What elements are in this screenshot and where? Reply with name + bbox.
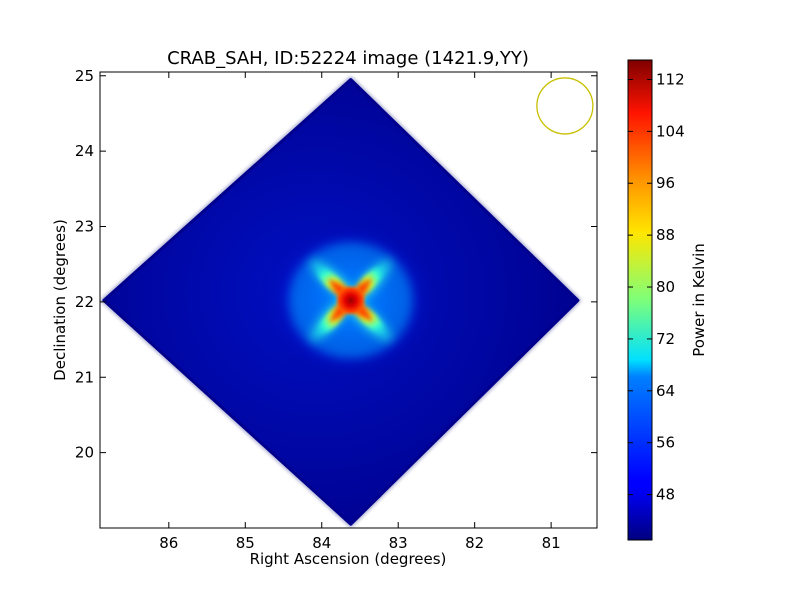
colorbar-title: Power in Kelvin bbox=[690, 243, 708, 357]
x-axis: 86 85 84 83 82 81 bbox=[159, 72, 561, 552]
y-tick-label: 20 bbox=[75, 444, 94, 462]
plot-title: CRAB_SAH, ID:52224 image (1421.9,YY) bbox=[167, 48, 529, 69]
colorbar-frame bbox=[627, 59, 653, 541]
beam-layer bbox=[536, 77, 594, 135]
colorbar-tick-label: 72 bbox=[656, 330, 675, 348]
colorbar-tick-label: 64 bbox=[656, 382, 675, 400]
y-tick-label: 25 bbox=[75, 67, 94, 85]
x-axis-title: Right Ascension (degrees) bbox=[250, 550, 447, 568]
y-axis-title: Declination (degrees) bbox=[51, 219, 69, 381]
y-axis: 20 21 22 23 24 25 bbox=[75, 67, 597, 462]
beam-circle bbox=[536, 77, 594, 135]
x-tick-label: 81 bbox=[542, 534, 561, 552]
plot-frame bbox=[99, 71, 598, 529]
y-tick-label: 22 bbox=[75, 293, 94, 311]
colorbar-fill bbox=[628, 60, 652, 540]
colorbar-tick-label: 96 bbox=[656, 174, 675, 192]
y-tick-label: 21 bbox=[75, 368, 94, 386]
colorbar: 48 56 64 72 80 88 96 104 112 Power in Kelvin bbox=[627, 59, 708, 541]
y-tick-label: 23 bbox=[75, 218, 94, 236]
colorbar-tick-label: 112 bbox=[656, 70, 685, 88]
colorbar-tick-label: 48 bbox=[656, 486, 675, 504]
y-tick-label: 24 bbox=[75, 142, 94, 160]
colorbar-ticks: 48 56 64 72 80 88 96 104 112 bbox=[628, 70, 685, 504]
source-layer bbox=[255, 215, 446, 386]
plot-area bbox=[100, 72, 597, 528]
x-tick-label: 83 bbox=[389, 534, 408, 552]
colorbar-tick-label: 56 bbox=[656, 434, 675, 452]
x-tick-label: 85 bbox=[236, 534, 255, 552]
x-tick-label: 82 bbox=[465, 534, 484, 552]
colorbar-tick-label: 104 bbox=[656, 122, 685, 140]
colorbar-tick-label: 80 bbox=[656, 278, 675, 296]
x-tick-label: 84 bbox=[312, 534, 331, 552]
source-core bbox=[334, 284, 367, 317]
colorbar-tick-label: 88 bbox=[656, 226, 675, 244]
x-tick-label: 86 bbox=[159, 534, 178, 552]
